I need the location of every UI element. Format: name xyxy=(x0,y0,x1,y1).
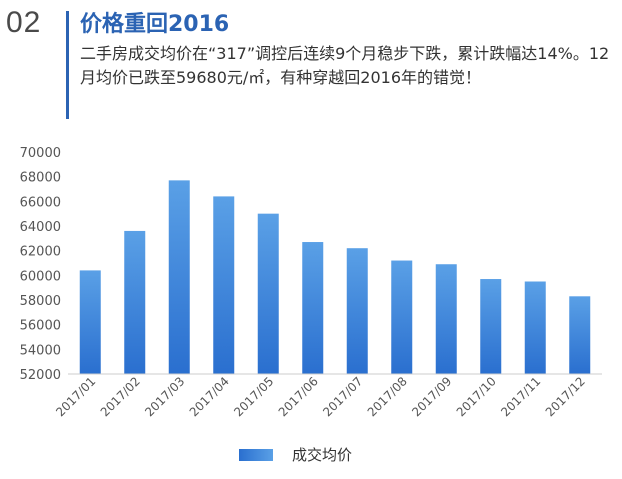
accent-divider xyxy=(66,11,69,119)
x-tick-label: 2017/06 xyxy=(276,374,321,419)
x-tick-label: 2017/11 xyxy=(498,374,543,419)
x-tick-label: 2017/09 xyxy=(409,374,454,419)
y-tick-label: 70000 xyxy=(20,146,61,161)
y-tick-label: 52000 xyxy=(20,368,61,383)
chart-title: 价格重回2016 xyxy=(80,12,230,37)
y-axis: 52000 54000 56000 58000 60000 62000 64000 66000… xyxy=(20,146,61,383)
y-tick-label: 58000 xyxy=(20,294,61,309)
bar xyxy=(346,248,368,374)
y-tick-label: 60000 xyxy=(20,269,61,284)
y-tick-label: 56000 xyxy=(20,319,61,334)
section-number: 02 xyxy=(6,6,42,39)
legend-swatch xyxy=(239,449,273,461)
bar xyxy=(480,279,502,374)
y-tick-label: 62000 xyxy=(20,245,61,260)
bar xyxy=(569,296,591,374)
y-tick-label: 64000 xyxy=(20,220,61,235)
x-tick-label: 2017/10 xyxy=(454,374,499,419)
x-tick-label: 2017/04 xyxy=(187,374,232,419)
y-tick-label: 54000 xyxy=(20,343,61,358)
legend: 成交均价 xyxy=(239,446,352,464)
x-tick-label: 2017/07 xyxy=(320,374,365,419)
chart-description: 二手房成交均价在“317”调控后连续9个月稳步下跌，累计跌幅达14%。12月均价… xyxy=(80,44,610,87)
bar xyxy=(168,180,190,374)
bar xyxy=(79,270,101,374)
bars xyxy=(79,180,591,374)
bar xyxy=(302,242,324,374)
x-tick-label: 2017/12 xyxy=(543,374,588,419)
bar xyxy=(524,281,546,374)
bar xyxy=(391,260,413,374)
x-tick-label: 2017/03 xyxy=(142,374,187,419)
y-tick-label: 66000 xyxy=(20,195,61,210)
x-tick-label: 2017/02 xyxy=(98,374,143,419)
x-tick-label: 2017/08 xyxy=(365,374,410,419)
bar xyxy=(213,196,235,374)
bar xyxy=(124,230,146,374)
bar xyxy=(435,264,457,374)
x-axis: 2017/01 2017/02 2017/03 2017/04 2017/05 2017/… xyxy=(53,373,602,419)
legend-label: 成交均价 xyxy=(292,446,352,464)
bar xyxy=(257,213,279,374)
x-tick-label: 2017/05 xyxy=(231,374,276,419)
y-tick-label: 68000 xyxy=(20,171,61,186)
